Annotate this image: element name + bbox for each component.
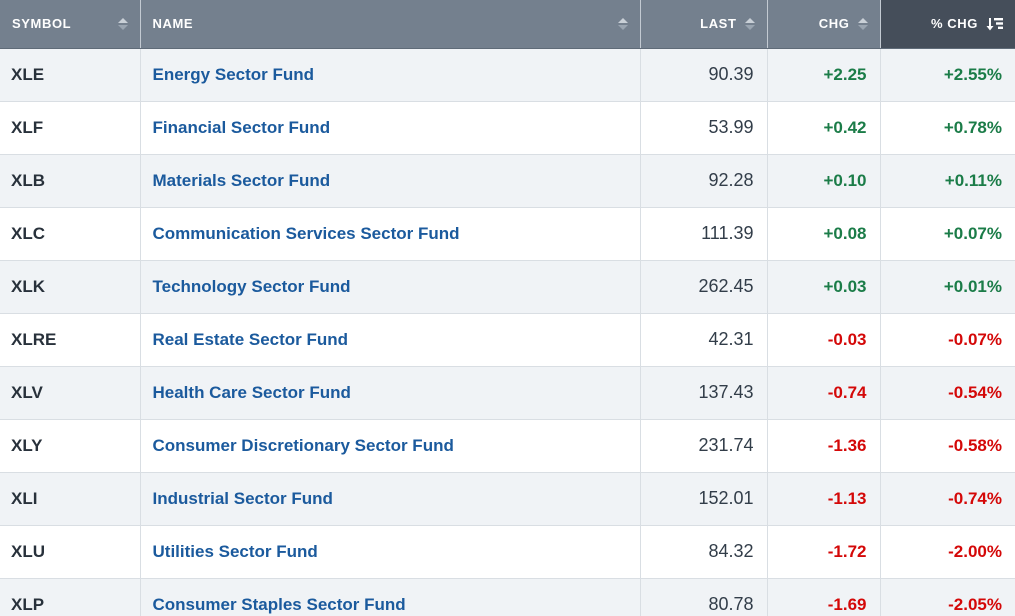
last-price-cell: 80.78	[640, 578, 768, 616]
last-price-cell: 53.99	[640, 101, 768, 155]
percent-change-cell: +0.78%	[880, 101, 1015, 155]
change-cell: +0.03	[767, 260, 881, 314]
column-header-name[interactable]: NAME	[140, 0, 641, 49]
symbol-cell: XLI	[0, 472, 141, 526]
symbol-cell: XLB	[0, 154, 141, 208]
table-row: XLE Energy Sector Fund 90.39 +2.25 +2.55%	[0, 48, 1015, 102]
fund-link[interactable]: Technology Sector Fund	[152, 276, 351, 296]
last-price-cell: 90.39	[640, 48, 768, 102]
symbol-cell: XLU	[0, 525, 141, 579]
table-body: XLE Energy Sector Fund 90.39 +2.25 +2.55% XLF…	[0, 48, 1015, 616]
name-cell: Technology Sector Fund	[140, 260, 641, 314]
percent-change-cell: -0.74%	[880, 472, 1015, 526]
change-cell: -0.03	[767, 313, 881, 367]
fund-link[interactable]: Real Estate Sector Fund	[152, 329, 349, 349]
name-cell: Energy Sector Fund	[140, 48, 641, 102]
table-row: XLB Materials Sector Fund 92.28 +0.10 +0.11%	[0, 154, 1015, 208]
table-row: XLP Consumer Staples Sector Fund 80.78 -1.6…	[0, 578, 1015, 616]
change-cell: -1.36	[767, 419, 881, 473]
percent-change-cell: -0.54%	[880, 366, 1015, 420]
column-header-pct-chg-label: % CHG	[930, 16, 978, 32]
column-header-pct-chg[interactable]: % CHG	[880, 0, 1015, 49]
last-price-cell: 84.32	[640, 525, 768, 579]
last-price-cell: 92.28	[640, 154, 768, 208]
column-header-chg[interactable]: CHG	[767, 0, 881, 49]
table-row: XLV Health Care Sector Fund 137.43 -0.74 -0.…	[0, 366, 1015, 420]
percent-change-cell: -0.58%	[880, 419, 1015, 473]
symbol-cell: XLC	[0, 207, 141, 261]
change-cell: +0.42	[767, 101, 881, 155]
last-price-cell: 137.43	[640, 366, 768, 420]
column-header-symbol[interactable]: SYMBOL	[0, 0, 141, 49]
fund-link[interactable]: Utilities Sector Fund	[152, 541, 318, 561]
symbol-cell: XLRE	[0, 313, 141, 367]
column-header-symbol-label: SYMBOL	[12, 16, 72, 32]
percent-change-cell: -2.05%	[880, 578, 1015, 616]
table-row: XLI Industrial Sector Fund 152.01 -1.13 -0.7…	[0, 472, 1015, 526]
table-row: XLU Utilities Sector Fund 84.32 -1.72 -2.00%	[0, 525, 1015, 579]
sort-both-icon	[117, 17, 128, 30]
symbol-cell: XLK	[0, 260, 141, 314]
sort-both-icon	[617, 17, 628, 30]
table-row: XLF Financial Sector Fund 53.99 +0.42 +0.78%	[0, 101, 1015, 155]
name-cell: Consumer Discretionary Sector Fund	[140, 419, 641, 473]
sort-both-icon	[857, 17, 868, 30]
change-cell: +0.10	[767, 154, 881, 208]
name-cell: Industrial Sector Fund	[140, 472, 641, 526]
last-price-cell: 231.74	[640, 419, 768, 473]
symbol-cell: XLE	[0, 48, 141, 102]
percent-change-cell: +0.01%	[880, 260, 1015, 314]
percent-change-cell: +2.55%	[880, 48, 1015, 102]
change-cell: +2.25	[767, 48, 881, 102]
symbol-cell: XLV	[0, 366, 141, 420]
name-cell: Utilities Sector Fund	[140, 525, 641, 579]
change-cell: +0.08	[767, 207, 881, 261]
fund-link[interactable]: Financial Sector Fund	[152, 117, 331, 137]
sort-both-icon	[744, 17, 755, 30]
fund-link[interactable]: Communication Services Sector Fund	[152, 223, 460, 243]
last-price-cell: 152.01	[640, 472, 768, 526]
last-price-cell: 111.39	[640, 207, 768, 261]
header-row: SYMBOL NAME LAST	[0, 0, 1015, 49]
change-cell: -1.72	[767, 525, 881, 579]
fund-link[interactable]: Consumer Discretionary Sector Fund	[152, 435, 454, 455]
symbol-cell: XLF	[0, 101, 141, 155]
symbol-cell: XLP	[0, 578, 141, 616]
fund-link[interactable]: Consumer Staples Sector Fund	[152, 594, 406, 614]
name-cell: Communication Services Sector Fund	[140, 207, 641, 261]
column-header-last-label: LAST	[700, 16, 737, 32]
column-header-name-label: NAME	[152, 16, 194, 32]
sort-descending-icon	[986, 17, 1003, 31]
change-cell: -1.13	[767, 472, 881, 526]
name-cell: Health Care Sector Fund	[140, 366, 641, 420]
name-cell: Financial Sector Fund	[140, 101, 641, 155]
fund-link[interactable]: Health Care Sector Fund	[152, 382, 351, 402]
change-cell: -1.69	[767, 578, 881, 616]
name-cell: Real Estate Sector Fund	[140, 313, 641, 367]
table-row: XLC Communication Services Sector Fund 111…	[0, 207, 1015, 261]
symbol-cell: XLY	[0, 419, 141, 473]
table-row: XLK Technology Sector Fund 262.45 +0.03 +0.0…	[0, 260, 1015, 314]
name-cell: Consumer Staples Sector Fund	[140, 578, 641, 616]
percent-change-cell: -2.00%	[880, 525, 1015, 579]
last-price-cell: 42.31	[640, 313, 768, 367]
table-row: XLY Consumer Discretionary Sector Fund 231…	[0, 419, 1015, 473]
fund-link[interactable]: Materials Sector Fund	[152, 170, 331, 190]
column-header-chg-label: CHG	[818, 16, 850, 32]
percent-change-cell: -0.07%	[880, 313, 1015, 367]
fund-link[interactable]: Energy Sector Fund	[152, 64, 315, 84]
percent-change-cell: +0.07%	[880, 207, 1015, 261]
change-cell: -0.74	[767, 366, 881, 420]
percent-change-cell: +0.11%	[880, 154, 1015, 208]
table-row: XLRE Real Estate Sector Fund 42.31 -0.03 -0.…	[0, 313, 1015, 367]
column-header-last[interactable]: LAST	[640, 0, 768, 49]
last-price-cell: 262.45	[640, 260, 768, 314]
name-cell: Materials Sector Fund	[140, 154, 641, 208]
fund-link[interactable]: Industrial Sector Fund	[152, 488, 333, 508]
